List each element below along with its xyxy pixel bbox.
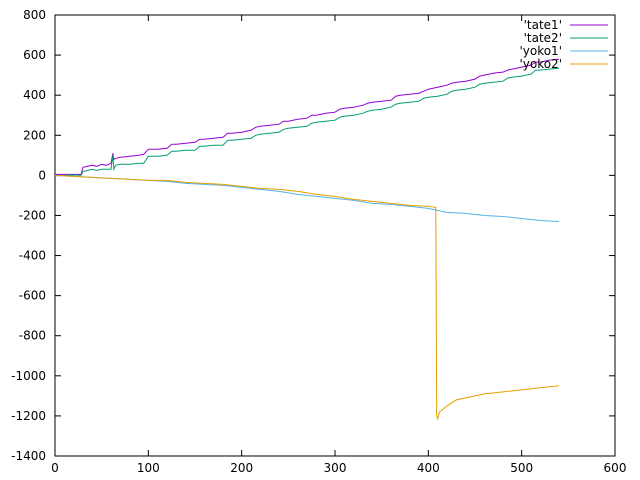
legend: 'tate1''tate2''yoko1''yoko2' xyxy=(519,18,608,71)
legend-label: 'yoko2' xyxy=(519,57,562,71)
x-tick-label: 300 xyxy=(324,461,347,475)
y-tick-label: -600 xyxy=(19,289,46,303)
series-line-2 xyxy=(54,67,560,177)
x-tick-label: 500 xyxy=(510,461,533,475)
y-tick-label: -400 xyxy=(19,249,46,263)
x-tick-label: 600 xyxy=(604,461,627,475)
x-tick-label: 400 xyxy=(417,461,440,475)
y-tick-label: -1000 xyxy=(11,369,46,383)
series-line-4 xyxy=(54,174,560,421)
y-tick-label: -1200 xyxy=(11,409,46,423)
y-tick-label: 0 xyxy=(38,168,46,182)
legend-label: 'tate1' xyxy=(524,18,562,32)
series-line-1 xyxy=(55,58,560,175)
plot-frame xyxy=(54,14,616,457)
x-tick-label: 100 xyxy=(137,461,160,475)
series-group xyxy=(54,58,560,421)
y-tick-label: 400 xyxy=(23,88,46,102)
x-tick-label: 200 xyxy=(230,461,253,475)
y-tick-label: 800 xyxy=(23,8,46,22)
series-line-3 xyxy=(54,174,560,222)
y-tick-label: 600 xyxy=(23,48,46,62)
y-tick-label: 200 xyxy=(23,128,46,142)
y-tick-label: -200 xyxy=(19,208,46,222)
legend-label: 'yoko1' xyxy=(519,44,562,58)
x-tick-label: 0 xyxy=(51,461,59,475)
axis-ticks: 0 100 200 300 400 500 600 -1400 -1200 -1000 -800 -6… xyxy=(11,8,626,475)
y-tick-label: -1400 xyxy=(11,449,46,463)
y-tick-label: -800 xyxy=(19,329,46,343)
legend-label: 'tate2' xyxy=(524,31,562,45)
